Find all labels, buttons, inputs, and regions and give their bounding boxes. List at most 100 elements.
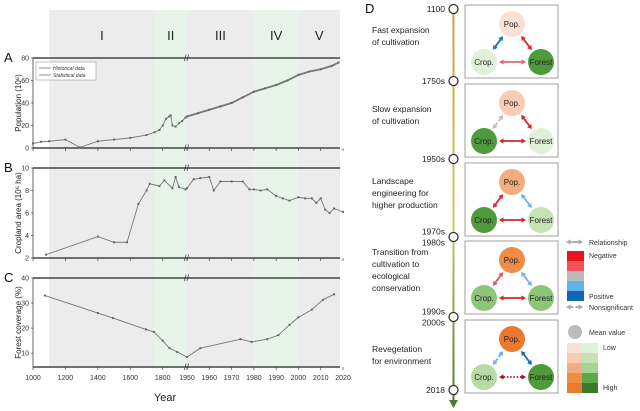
relationship-color-swatch (567, 261, 584, 271)
data-point (96, 140, 99, 143)
data-point (297, 196, 300, 199)
arrowhead-icon (499, 59, 504, 65)
data-point (152, 330, 155, 333)
x-tick-label: 1600 (122, 375, 138, 382)
arrowhead-icon (527, 359, 532, 366)
data-point (164, 117, 167, 120)
axis-break-mark: // (184, 163, 190, 173)
node-label-forest: Forest (530, 216, 553, 225)
data-point (192, 178, 195, 181)
node-crop (471, 364, 497, 390)
y-tick-label: 8 (25, 188, 29, 195)
arrowhead-icon (498, 351, 504, 357)
node-label-forest: Forest (530, 137, 553, 146)
data-point (158, 185, 161, 187)
relationship-line (494, 197, 502, 205)
arrowhead-icon (527, 202, 532, 209)
data-point (129, 136, 132, 139)
data-point (176, 350, 179, 353)
x-tick-label: 1800 (155, 375, 171, 382)
legend-mean-value: Mean value (589, 330, 625, 337)
arrowhead-icon (521, 114, 526, 121)
node-forest (528, 364, 554, 390)
data-point (186, 115, 188, 118)
node-label-pop: Pop. (504, 178, 520, 187)
arrowhead-icon (492, 44, 498, 50)
period-bands: I II III IV V (49, 10, 340, 367)
relationship-line (494, 118, 502, 126)
y-tick-label: 40 (21, 276, 29, 283)
data-point (264, 87, 266, 90)
data-point (145, 134, 148, 137)
pop-scale-swatch (567, 373, 582, 383)
timeline-node (448, 3, 459, 15)
y-tick-label: 20 (21, 123, 29, 130)
green-scale-swatch (582, 343, 598, 353)
y-tick-label: 0 (25, 146, 29, 153)
node-crop (471, 128, 497, 154)
node-crop (471, 207, 497, 233)
data-point (330, 64, 333, 67)
timeline-label: 1750s (422, 76, 445, 86)
data-point (174, 176, 177, 178)
data-point (230, 102, 233, 104)
arrowhead-icon (527, 280, 532, 287)
panel-letter-b: B (4, 160, 13, 175)
timeline-node (448, 153, 459, 165)
y-tick-label: 10 (21, 166, 29, 173)
node-label-crop: Crop. (474, 294, 494, 303)
data-point (333, 293, 336, 296)
data-point (64, 138, 67, 141)
arrowhead-icon (521, 374, 526, 380)
period-label: III (215, 28, 226, 43)
data-point (277, 334, 280, 337)
y-tick-label: 6 (25, 211, 29, 218)
data-point (44, 253, 47, 256)
arrowhead-icon (498, 194, 504, 200)
arrowhead-icon (492, 280, 498, 286)
line-panels: // // 0 20 40 60 80 Population (10⁶) Historical … (14, 53, 351, 382)
timeline-label: 2000s (422, 318, 445, 328)
node-label-crop: Crop. (474, 373, 494, 382)
node-forest (528, 285, 554, 311)
arrowhead-icon (492, 202, 498, 208)
stage-description: higher production (372, 200, 438, 210)
data-point (177, 122, 180, 125)
data-point (199, 177, 202, 180)
node-pop (499, 247, 525, 273)
pop-scale-swatch (567, 383, 582, 393)
arrowhead-icon (499, 138, 504, 144)
period-label: IV (270, 28, 283, 43)
stage-description: Transition from (372, 247, 428, 257)
y-tick-label: 80 (21, 56, 29, 63)
stage-5: Revegetation for environment Pop. Crop. Fore… (372, 319, 559, 394)
data-point (252, 90, 255, 93)
relationship-line (523, 196, 530, 206)
data-point (96, 235, 99, 238)
stage-description: Fast expansion (372, 25, 430, 35)
data-point (161, 124, 164, 127)
arrowhead-icon (499, 295, 504, 301)
x-tick-label: 2020 (335, 375, 351, 382)
x-tick-label: 1950 (179, 375, 195, 382)
data-point (48, 140, 51, 143)
data-point (113, 138, 116, 141)
data-point (337, 61, 340, 64)
data-point (275, 195, 278, 198)
data-point (308, 70, 311, 73)
data-point (315, 201, 318, 204)
data-point (252, 188, 255, 191)
x-tick-label: 1970 (224, 375, 240, 382)
green-scale-swatch (582, 363, 598, 373)
node-label-crop: Crop. (474, 216, 494, 225)
legend-negative: Negative (589, 253, 617, 260)
mean-value-circle-icon (568, 325, 582, 339)
arrowhead-icon (566, 304, 571, 310)
arrowhead-icon (499, 217, 504, 223)
y-axis-label: Cropland area (10⁶ ha) (14, 172, 23, 254)
data-point (319, 197, 322, 200)
data-point (324, 208, 327, 211)
data-point (212, 189, 215, 192)
pop-scale-swatch (567, 363, 582, 373)
